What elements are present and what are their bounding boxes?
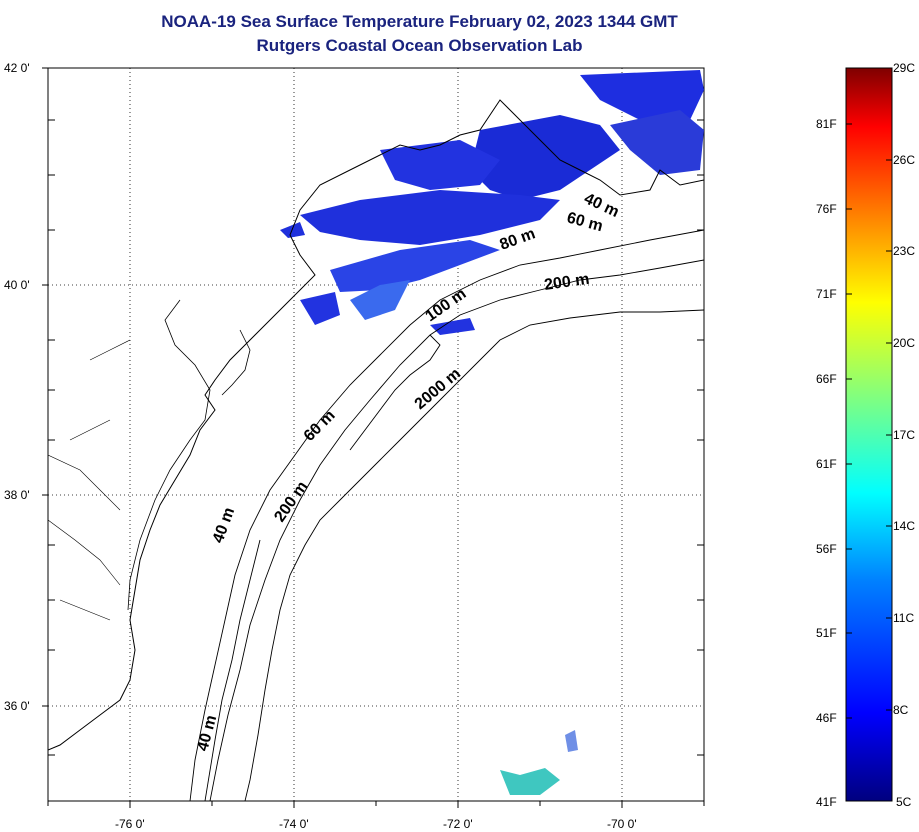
colorbar-label-26c: 26C: [893, 153, 915, 167]
coastline: [48, 99, 704, 751]
colorbar-label-66f: 66F: [816, 372, 837, 386]
lon-label-76: -76 0': [115, 817, 145, 831]
delaware-bay: [221, 329, 251, 396]
lon-label-74: -74 0': [279, 817, 309, 831]
lat-label-36: 36 0': [4, 699, 30, 713]
colorbar-label-20c: 20C: [893, 336, 915, 350]
lat-label-40: 40 0': [4, 278, 30, 292]
colorbar: [845, 67, 893, 802]
colorbar-label-14c: 14C: [893, 519, 915, 533]
colorbar-label-76f: 76F: [816, 202, 837, 216]
bathymetry-contours: [189, 229, 704, 801]
colorbar-label-41f: 41F: [816, 795, 837, 809]
lat-label-38: 38 0': [4, 488, 30, 502]
chart-subtitle: Rutgers Coastal Ocean Observation Lab: [256, 36, 583, 55]
colorbar-label-8c: 8C: [893, 703, 909, 717]
lon-label-70: -70 0': [607, 817, 637, 831]
colorbar-label-61f: 61F: [816, 457, 837, 471]
lon-label-72: -72 0': [443, 817, 473, 831]
colorbar-label-56f: 56F: [816, 542, 837, 556]
chesapeake-bay: [127, 299, 211, 611]
colorbar-label-46f: 46F: [816, 711, 837, 725]
colorbar-label-11c: 11C: [893, 611, 914, 625]
frame-ticks: [42, 67, 705, 808]
colorbar-label-17c: 17C: [893, 428, 915, 442]
colorbar-ticks: [846, 123, 892, 719]
contour-label-200m-ne: 200 m: [543, 271, 590, 294]
colorbar-label-81f: 81F: [816, 117, 837, 131]
map-frame: [47, 67, 705, 802]
colorbar-label-23c: 23C: [893, 244, 915, 258]
colorbar-label-29c: 29C: [893, 61, 915, 75]
chart-title: NOAA-19 Sea Surface Temperature February…: [161, 12, 678, 31]
colorbar-label-71f: 71F: [816, 287, 837, 301]
lat-label-42: 42 0': [4, 61, 30, 75]
colorbar-label-5c: 5C: [896, 795, 912, 809]
sst-data-patches: [280, 70, 704, 795]
colorbar-label-51f: 51F: [816, 626, 837, 640]
rivers: [48, 339, 131, 621]
